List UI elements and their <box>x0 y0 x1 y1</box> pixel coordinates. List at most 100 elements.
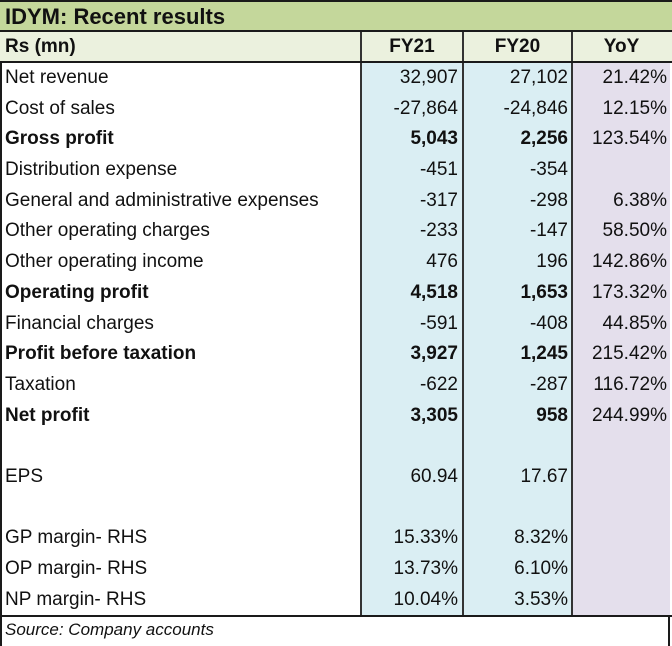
table-row <box>0 493 672 524</box>
fy20-value: 17.67 <box>520 465 568 487</box>
fy20-value: 27,102 <box>509 67 568 88</box>
table-row <box>0 431 672 462</box>
fy20-value: -287 <box>529 373 568 395</box>
row-label <box>0 493 360 523</box>
table-row: Profit before taxation 3,927 1,245 215.42% <box>0 339 672 370</box>
fy21-value: 5,043 <box>410 128 458 150</box>
yoy-value <box>571 585 670 615</box>
fy20-value: -408 <box>529 312 568 334</box>
table-row: Taxation -622 -287 116.72% <box>0 370 672 401</box>
row-label: Distribution expense <box>5 159 178 181</box>
table-row: Other operating charges -233 -147 58.50% <box>0 216 672 247</box>
yoy-value: 12.15% <box>602 97 667 119</box>
fy20-value: 2,256 <box>520 128 568 150</box>
header-fy20: FY20 <box>462 32 571 61</box>
row-label: Other operating charges <box>5 220 210 242</box>
yoy-value <box>571 523 670 553</box>
yoy-value <box>571 462 670 492</box>
fy21-value: -451 <box>419 159 458 181</box>
fy21-column-bg <box>360 63 462 616</box>
fy20-value: 958 <box>536 404 568 426</box>
row-label: Net revenue <box>5 67 109 88</box>
table-row: General and administrative expenses -317 -… <box>0 186 672 217</box>
fy21-value: 15.33% <box>393 527 458 549</box>
yoy-column-bg <box>571 63 670 616</box>
yoy-value: 58.50% <box>602 220 667 242</box>
yoy-value <box>571 554 670 584</box>
table-row: Distribution expense -451 -354 <box>0 155 672 186</box>
row-label: GP margin- RHS <box>5 527 148 549</box>
yoy-value: 215.42% <box>591 343 667 365</box>
fy21-value <box>360 493 462 523</box>
yoy-value: 6.38% <box>613 189 667 211</box>
header-yoy: YoY <box>571 32 670 61</box>
fy21-value: -622 <box>419 373 458 395</box>
table-body: Net revenue 32,907 27,102 21.42% Cost of sal… <box>0 63 672 615</box>
table-row: Gross profit 5,043 2,256 123.54% <box>0 124 672 155</box>
table-row: Cost of sales -27,864 -24,846 12.15% <box>0 94 672 125</box>
fy21-value: 60.94 <box>410 465 458 487</box>
yoy-value: 116.72% <box>593 373 667 395</box>
table-row: Operating profit 4,518 1,653 173.32% <box>0 278 672 309</box>
row-label: Financial charges <box>5 312 154 334</box>
table-bottom-border <box>0 615 672 617</box>
table-title: IDYM: Recent results <box>0 0 672 32</box>
fy21-value: 32,907 <box>399 67 458 88</box>
fy20-value: 8.32% <box>514 527 568 549</box>
row-label: Net profit <box>5 404 90 426</box>
header-units: Rs (mn) <box>5 36 76 57</box>
row-label: Operating profit <box>5 281 149 303</box>
yoy-value: 123.54% <box>591 128 667 150</box>
yoy-value <box>571 431 670 461</box>
row-label: NP margin- RHS <box>5 588 147 610</box>
yoy-value <box>571 493 670 523</box>
yoy-value: 173.32% <box>591 281 667 303</box>
fy21-value: -591 <box>419 312 458 334</box>
fy21-value: -27,864 <box>393 97 458 119</box>
fy21-value: 13.73% <box>393 558 458 579</box>
fy20-value: -147 <box>529 220 568 242</box>
table-row: OP margin- RHS 13.73% 6.10% <box>0 554 672 585</box>
table-row: EPS 60.94 17.67 <box>0 462 672 493</box>
fy20-value: 3.53% <box>514 588 568 610</box>
fy21-value: 476 <box>426 251 458 273</box>
yoy-value: 44.85% <box>602 312 667 334</box>
fy21-value: -233 <box>419 220 458 242</box>
table-row: Financial charges -591 -408 44.85% <box>0 309 672 340</box>
row-label: Other operating income <box>5 251 204 273</box>
row-label: Cost of sales <box>5 97 115 119</box>
row-label: General and administrative expenses <box>5 189 319 211</box>
row-label: Gross profit <box>5 128 114 150</box>
table-row: Other operating income 476 196 142.86% <box>0 247 672 278</box>
fy21-value: 3,305 <box>410 404 458 426</box>
yoy-value <box>571 155 670 185</box>
yoy-value: 244.99% <box>591 404 667 426</box>
table-row: GP margin- RHS 15.33% 8.32% <box>0 523 672 554</box>
fy20-value: 196 <box>536 251 568 273</box>
fy20-column-bg <box>462 63 571 616</box>
table-row: Net revenue 32,907 27,102 21.42% <box>0 63 672 94</box>
row-label: EPS <box>5 465 44 487</box>
fy20-value: -354 <box>529 159 568 181</box>
table-header-row: Rs (mn) FY21 FY20 YoY <box>0 32 672 63</box>
fy20-value: 6.10% <box>514 558 568 579</box>
fy20-value: -24,846 <box>503 97 568 119</box>
header-fy21: FY21 <box>360 32 462 61</box>
yoy-value: 21.42% <box>602 67 667 88</box>
fy21-value: -317 <box>419 189 458 211</box>
table-row: NP margin- RHS 10.04% 3.53% <box>0 585 672 616</box>
row-label: Profit before taxation <box>5 343 197 365</box>
fy21-value: 4,518 <box>410 281 458 303</box>
fy20-value: 1,245 <box>520 343 568 365</box>
yoy-value: 142.86% <box>591 251 667 273</box>
fy20-value <box>462 431 571 461</box>
fy21-value <box>360 431 462 461</box>
fy20-value: 1,653 <box>520 281 568 303</box>
fy20-value <box>462 493 571 523</box>
row-label: OP margin- RHS <box>5 558 148 579</box>
fy21-value: 10.04% <box>393 588 458 610</box>
table-row: Net profit 3,305 958 244.99% <box>0 401 672 432</box>
fy21-value: 3,927 <box>410 343 458 365</box>
row-label: Taxation <box>5 373 76 395</box>
source-note: Source: Company accounts <box>5 620 214 639</box>
